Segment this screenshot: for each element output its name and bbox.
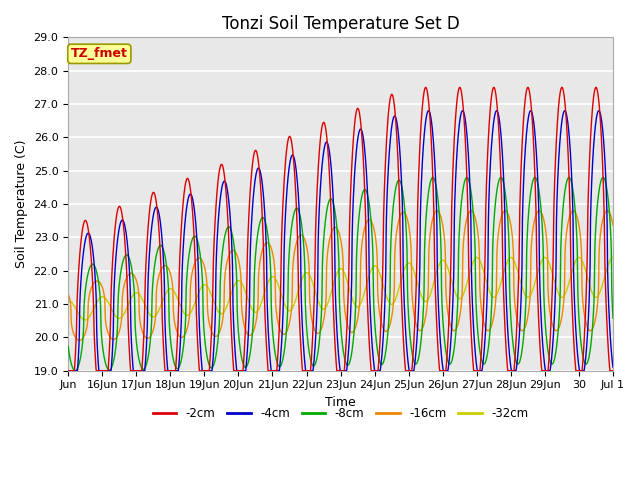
- Title: Tonzi Soil Temperature Set D: Tonzi Soil Temperature Set D: [221, 15, 460, 33]
- X-axis label: Time: Time: [325, 396, 356, 409]
- Text: TZ_fmet: TZ_fmet: [71, 48, 128, 60]
- Legend: -2cm, -4cm, -8cm, -16cm, -32cm: -2cm, -4cm, -8cm, -16cm, -32cm: [148, 402, 533, 425]
- Y-axis label: Soil Temperature (C): Soil Temperature (C): [15, 140, 28, 268]
